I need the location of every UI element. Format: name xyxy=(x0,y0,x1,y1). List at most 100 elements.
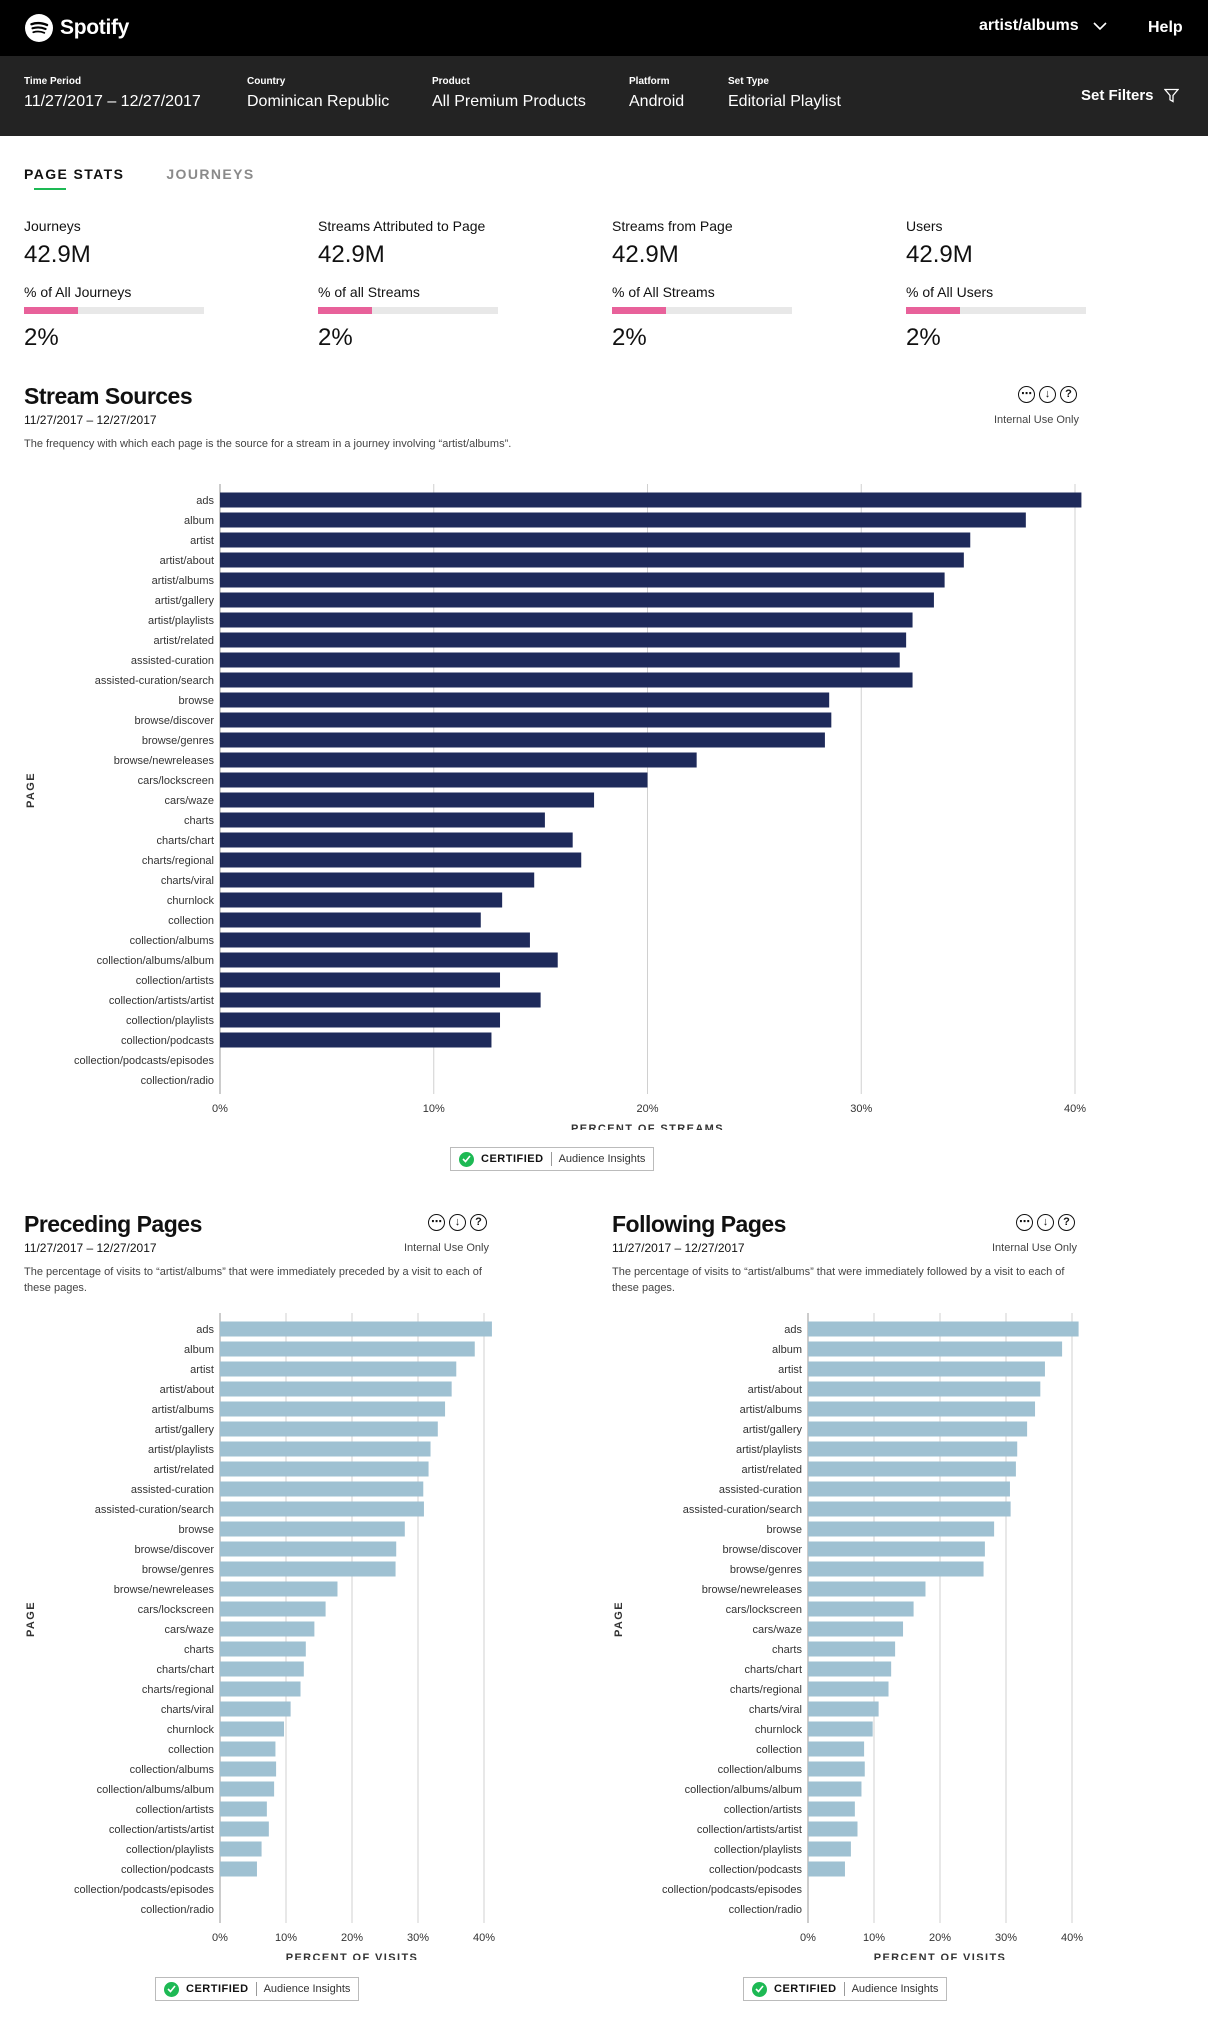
y-tick-label: churnlock xyxy=(755,1724,803,1736)
x-tick-label: 30% xyxy=(407,1932,429,1944)
y-tick-label: assisted-curation/search xyxy=(95,675,214,687)
bar xyxy=(220,1661,304,1677)
spotify-logo-icon xyxy=(25,14,53,42)
help-link[interactable]: Help xyxy=(1148,19,1183,36)
more-icon[interactable]: ⋯ xyxy=(1016,1214,1033,1231)
bar xyxy=(220,1621,315,1637)
tab-page-stats[interactable]: PAGE STATS xyxy=(24,166,125,182)
filter-value: Dominican Republic xyxy=(247,93,390,110)
bar xyxy=(220,912,481,928)
y-tick-label: charts/viral xyxy=(161,875,214,887)
stat-label: Streams from Page xyxy=(612,218,733,234)
y-tick-label: artist/albums xyxy=(152,575,215,587)
bar xyxy=(220,1381,452,1397)
separator xyxy=(550,1152,552,1166)
bar xyxy=(808,1641,896,1657)
download-icon[interactable]: ↓ xyxy=(1037,1214,1054,1231)
bar xyxy=(808,1501,1011,1517)
stream-sources-chart: 0% 10% 20% 30% 40% ads album artist artist/about… xyxy=(0,480,1208,1130)
bar xyxy=(808,1481,1010,1497)
y-tick-label: collection/radio xyxy=(141,1904,214,1916)
y-tick-label: collection/podcasts xyxy=(709,1864,802,1876)
bar xyxy=(220,1421,438,1437)
certified-label: CERTIFIED xyxy=(774,1983,837,1995)
bar xyxy=(808,1361,1045,1377)
stat-percent-label: % of All Journeys xyxy=(24,284,132,300)
bar xyxy=(220,1761,277,1777)
stat-value: 42.9M xyxy=(612,241,679,268)
y-tick-label: collection/podcasts/episodes xyxy=(662,1884,803,1896)
page-selector-dropdown[interactable]: artist/albums xyxy=(979,17,1107,35)
y-tick-label: assisted-curation/search xyxy=(683,1504,802,1516)
filter-time-period[interactable]: Time Period 11/27/2017 – 12/27/2017 xyxy=(24,76,201,111)
stat-percent-value: 2% xyxy=(24,324,59,351)
bar xyxy=(220,972,501,988)
stat-progress-bar xyxy=(318,307,498,314)
y-tick-label: collection/playlists xyxy=(126,1015,215,1027)
y-tick-label: collection/playlists xyxy=(714,1844,803,1856)
filter-product[interactable]: Product All Premium Products xyxy=(432,76,586,111)
y-tick-label: collection xyxy=(168,1744,214,1756)
more-icon[interactable]: ⋯ xyxy=(428,1214,445,1231)
y-tick-label: collection/podcasts/episodes xyxy=(74,1055,215,1067)
bar xyxy=(220,1032,492,1048)
y-tick-label: artist/albums xyxy=(152,1404,215,1416)
y-tick-label: collection/albums xyxy=(130,1764,215,1776)
preceding-pages-title: Preceding Pages xyxy=(24,1211,202,1237)
bar xyxy=(808,1821,858,1837)
spotify-logo[interactable]: Spotify xyxy=(24,12,129,44)
bar xyxy=(220,1841,262,1857)
bar xyxy=(808,1721,873,1737)
y-tick-label: collection/artists/artist xyxy=(697,1824,802,1836)
y-tick-label: artist/related xyxy=(741,1464,802,1476)
bar xyxy=(220,1521,405,1537)
download-icon[interactable]: ↓ xyxy=(449,1214,466,1231)
y-tick-label: collection/artists/artist xyxy=(109,995,214,1007)
y-tick-label: ads xyxy=(196,1324,214,1336)
filter-set-type[interactable]: Set Type Editorial Playlist xyxy=(728,76,841,111)
filter-value: Editorial Playlist xyxy=(728,93,841,110)
chevron-down-icon xyxy=(1093,21,1107,30)
help-icon[interactable]: ? xyxy=(1058,1214,1075,1231)
y-tick-label: collection/albums/album xyxy=(685,1784,802,1796)
stat-progress-fill xyxy=(612,307,666,314)
following-pages-title: Following Pages xyxy=(612,1211,786,1237)
y-tick-label: charts/regional xyxy=(142,855,214,867)
bar xyxy=(220,532,971,548)
bar xyxy=(220,512,1026,528)
set-filters-button[interactable]: Set Filters xyxy=(1081,87,1179,104)
bar xyxy=(220,752,697,768)
help-icon[interactable]: ? xyxy=(1060,386,1077,403)
y-tick-label: collection/radio xyxy=(141,1075,214,1087)
x-tick-label: 40% xyxy=(1061,1932,1083,1944)
bar xyxy=(220,632,907,648)
stat-progress-fill xyxy=(906,307,960,314)
filter-platform[interactable]: Platform Android xyxy=(629,76,684,111)
y-tick-label: collection xyxy=(168,915,214,927)
bar xyxy=(808,1381,1041,1397)
stat-value: 42.9M xyxy=(906,241,973,268)
bar xyxy=(808,1781,862,1797)
y-tick-label: artist/about xyxy=(160,1384,214,1396)
filter-country[interactable]: Country Dominican Republic xyxy=(247,76,389,111)
download-icon[interactable]: ↓ xyxy=(1039,386,1056,403)
y-tick-label: browse/genres xyxy=(142,1564,215,1576)
filter-label: Platform xyxy=(629,76,670,87)
stat-card-users: Users 42.9M % of All Users 2% xyxy=(906,218,1106,352)
bar xyxy=(220,1481,424,1497)
bar xyxy=(220,1012,501,1028)
y-tick-label: artist/gallery xyxy=(155,1424,215,1436)
bar xyxy=(220,1501,424,1517)
bar xyxy=(220,692,830,708)
y-axis-label: PAGE xyxy=(25,1601,37,1637)
y-tick-label: cars/lockscreen xyxy=(138,1604,214,1616)
help-icon[interactable]: ? xyxy=(470,1214,487,1231)
bar xyxy=(808,1421,1028,1437)
certified-badge: CERTIFIED Audience Insights xyxy=(743,1977,948,2001)
tab-journeys[interactable]: JOURNEYS xyxy=(166,166,255,182)
current-page-label: artist/albums xyxy=(979,17,1079,34)
y-tick-label: collection/artists xyxy=(136,1804,215,1816)
y-tick-label: artist xyxy=(778,1364,802,1376)
y-tick-label: cars/lockscreen xyxy=(138,775,214,787)
more-icon[interactable]: ⋯ xyxy=(1018,386,1035,403)
